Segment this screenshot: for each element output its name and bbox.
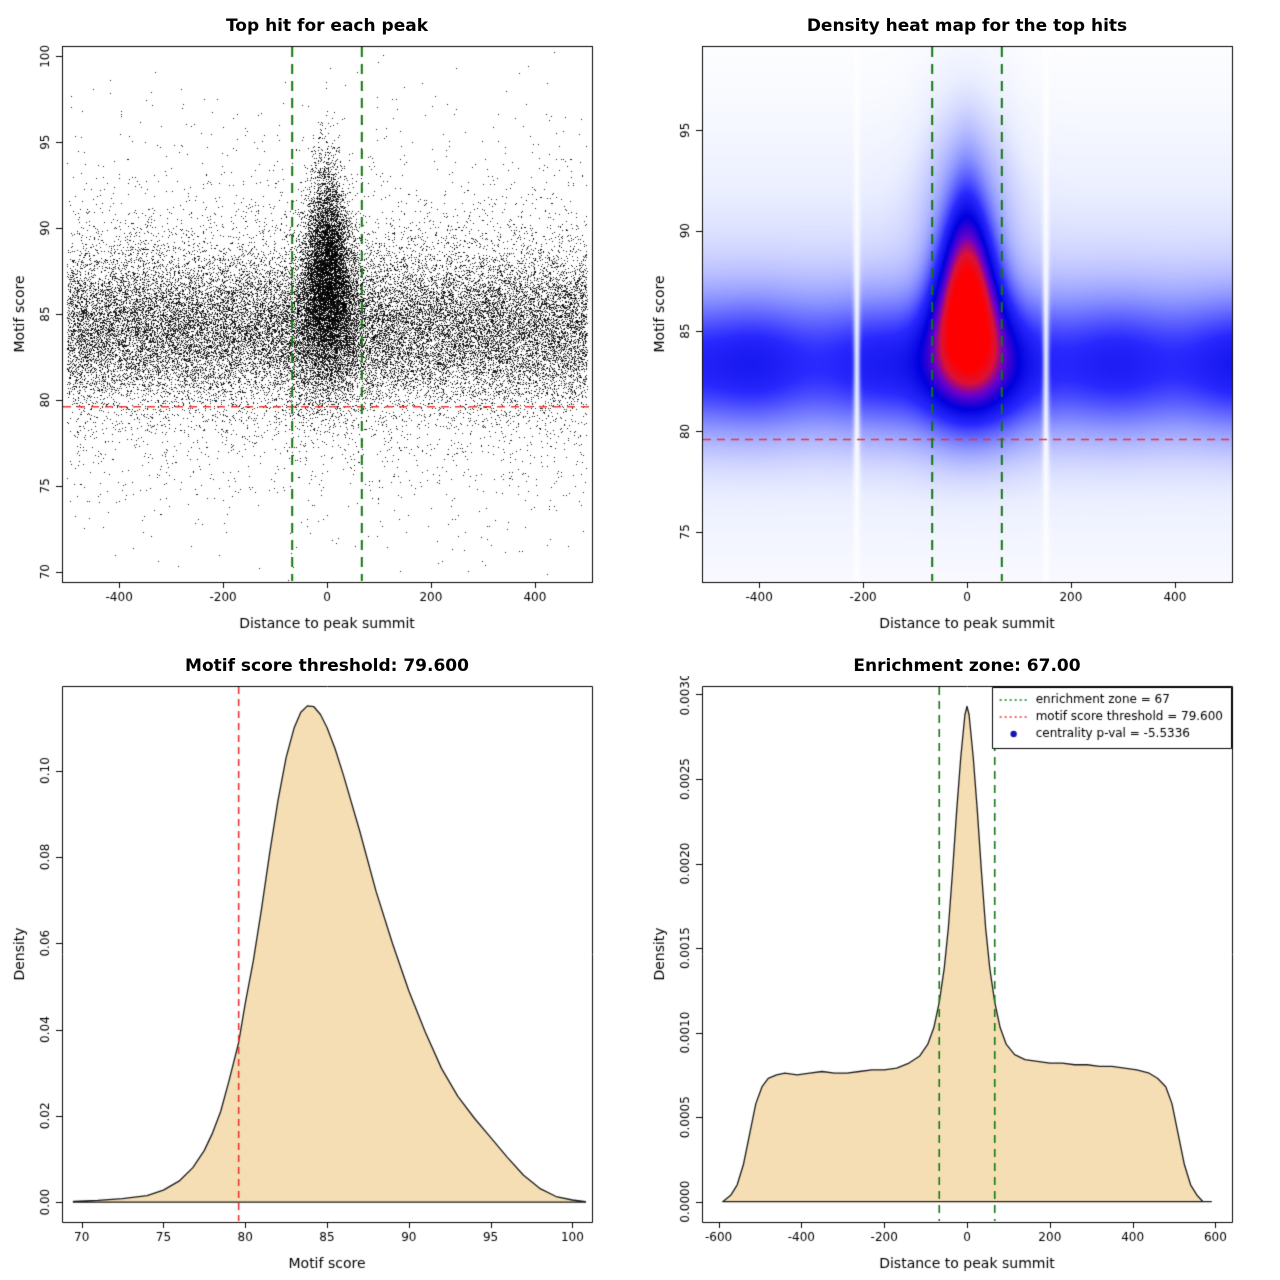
panel-motif-score-density: Motif score threshold: 79.600 (0, 640, 640, 1280)
scatter-plot-canvas (0, 36, 640, 640)
score-density-title: Motif score threshold: 79.600 (185, 656, 469, 676)
score-density-plot-canvas (0, 676, 640, 1280)
distance-density-plot-canvas (640, 676, 1280, 1280)
distance-density-title: Enrichment zone: 67.00 (853, 656, 1081, 676)
panel-distance-density: Enrichment zone: 67.00 (640, 640, 1280, 1280)
heatmap-plot-canvas (640, 36, 1280, 640)
heatmap-title: Density heat map for the top hits (806, 16, 1128, 36)
panel-density-heatmap: Density heat map for the top hits (640, 0, 1280, 640)
panel-top-hit-scatter: Top hit for each peak (0, 0, 640, 640)
scatter-title: Top hit for each peak (225, 16, 429, 36)
